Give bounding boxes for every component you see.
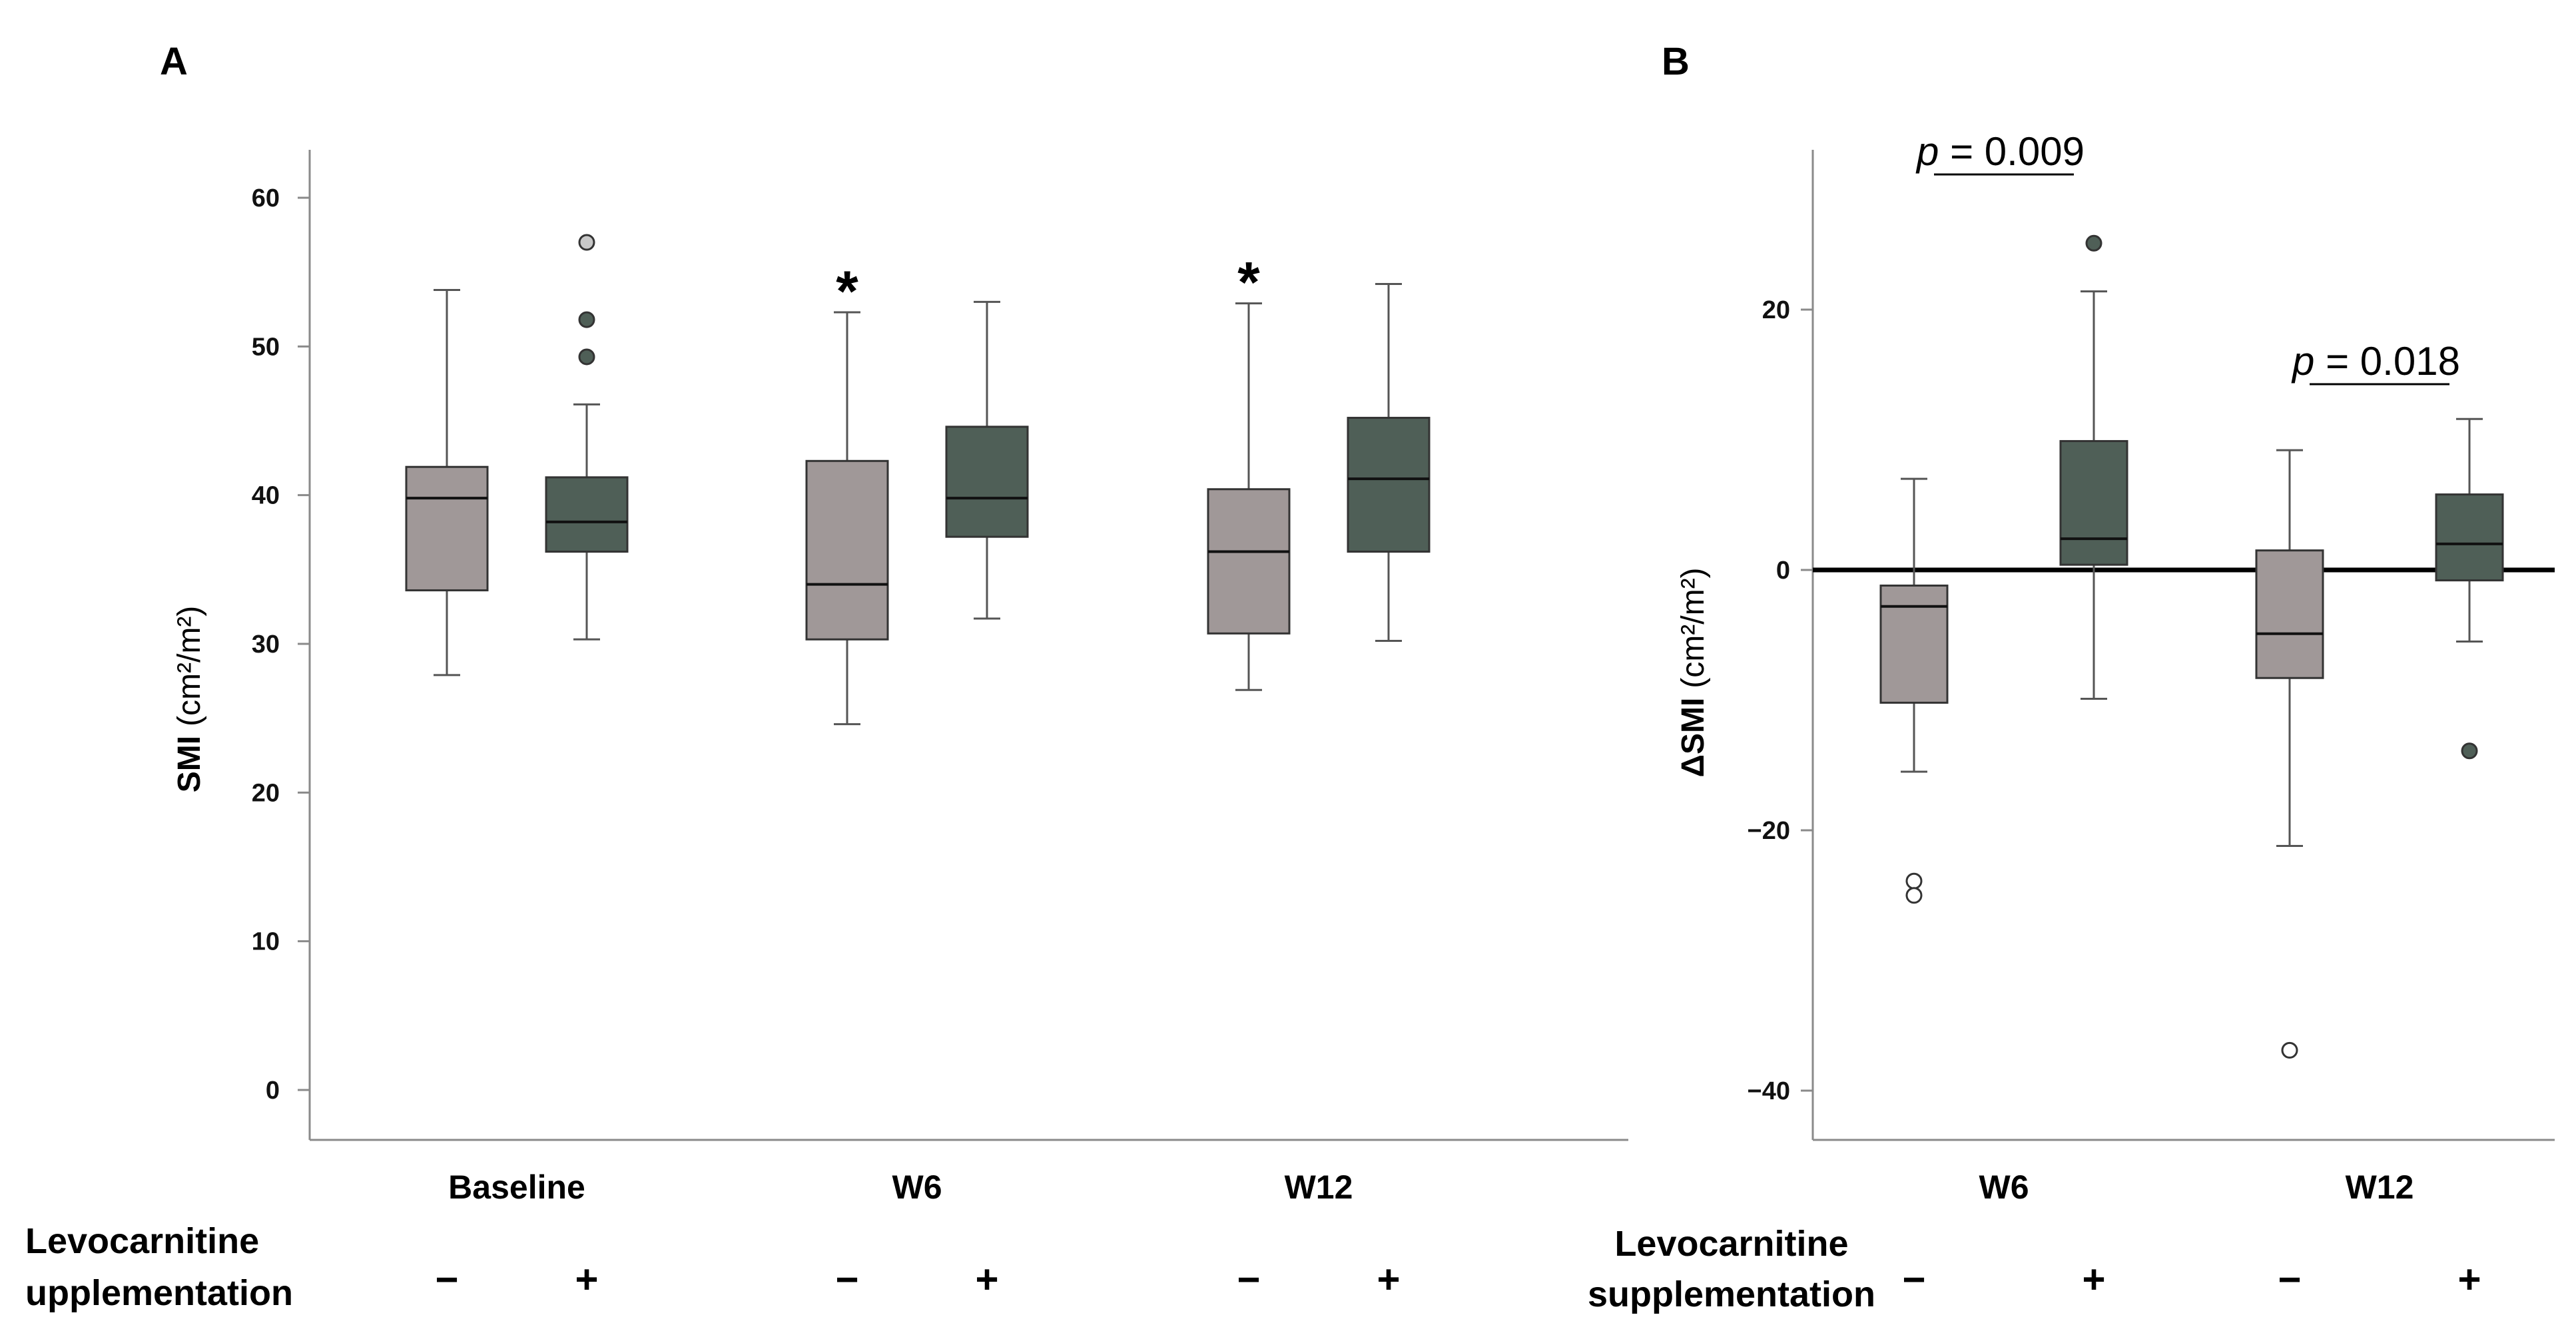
panel-a-category-label: W12 [1285,1169,1353,1206]
panel-b-box-w6-plus [2059,234,2128,700]
panel-a-box-w6-plus [945,300,1029,620]
panel-a-y-axis-label-unit: (cm²/m²) [172,606,207,726]
panel-b-outlier-point [1905,872,1923,890]
panel-a-y-axis-label-main: SMI [172,736,207,792]
panel-a-y-tick-label: 40 [252,482,280,510]
box-iqr [1879,584,1949,704]
panel-a-annotations: * * [836,251,1260,324]
panel-a-plus-sign: + [1377,1257,1400,1302]
panel-b-box-w12-minus [2255,449,2324,1059]
p-value: = 0.009 [1939,129,2085,174]
panel-a-row-label-line2: upplementation [25,1273,293,1313]
panel-b-plus-sign: + [2082,1257,2105,1302]
panel-a-plus-sign: + [575,1257,598,1302]
panel-b-label: B [1662,40,1690,83]
panel-b-group-signs: − + − + [1902,1257,2481,1302]
panel-a-boxes [405,234,1431,726]
box-iqr [545,476,629,553]
panel-a-group-signs: − + − + − + [435,1257,1400,1302]
panel-a-row-label-line1: Levocarnitine [25,1221,259,1261]
panel-a-significance-star: * [1237,251,1260,315]
panel-b-y-axis-label-unit: (cm²/m²) [1676,567,1711,688]
panel-a-category-label: W6 [892,1169,942,1206]
panel-b-y-axis-label-main: ΔSMI [1676,698,1711,778]
panel-a-box-baseline-minus [405,288,489,676]
panel-a-box-baseline-plus [545,234,629,641]
panel-b-y-tick-label: 20 [1762,296,1790,324]
panel-b-y-tick-label: −20 [1748,817,1790,845]
box-iqr [2255,549,2324,679]
panel-b-category-label: W12 [2346,1169,2414,1206]
p-symbol: p [2291,339,2314,384]
box-iqr [2059,439,2128,566]
panel-a-label: A [160,40,188,83]
panel-a-y-tick-label: 50 [252,333,280,361]
panel-a-minus-sign: − [1237,1257,1260,1302]
panel-a-box-w12-minus [1207,302,1291,691]
panel-b-row-label-line1: Levocarnitine [1614,1224,1848,1264]
p-symbol: p [1915,129,1939,174]
box-iqr [405,465,489,592]
panel-a-minus-sign: − [835,1257,858,1302]
panel-a-significance-star: * [836,260,858,324]
panel-b-boxes [1879,234,2504,1059]
panel-a-y-tick-label: 10 [252,928,280,956]
panel-a-y-axis-label: SMI (cm²/m²) [172,606,207,793]
panel-b-y-tick-label: −40 [1748,1077,1790,1105]
panel-b-category-label: W6 [1979,1169,2029,1206]
box-iqr [945,425,1029,538]
p-value: = 0.018 [2314,339,2460,384]
panel-b-outlier-point [2281,1041,2298,1059]
panel-b-outlier-point [2461,742,2478,760]
panel-a-category-labels: Baseline W6 W12 [448,1169,1353,1206]
panel-a-plus-sign: + [975,1257,998,1302]
panel-a-y-tick-label: 20 [252,779,280,807]
panel-b-row-label-line2: supplementation [1588,1274,1875,1314]
panel-a-box-w12-plus [1347,283,1431,643]
box-iqr [805,459,889,641]
panel-b-box-w6-minus [1879,477,1949,904]
panel-a-outlier-point [578,234,595,251]
panel-b-box-w12-plus [2435,417,2504,760]
box-iqr [1347,417,1431,553]
panel-a-y-tick-label: 0 [266,1077,280,1105]
panel-a-outlier-point [578,348,595,366]
panel-a-minus-sign: − [435,1257,458,1302]
panel-b-outlier-point [2085,234,2102,252]
panel-a-outlier-point [578,311,595,328]
panel-b-outlier-point [1905,887,1923,904]
panel-b-y-axis-label: ΔSMI (cm²/m²) [1676,567,1711,777]
panel-b-axes: −40 −20 0 20 [1748,150,2555,1141]
panel-b-p-value-label: p = 0.009 [1915,129,2085,174]
panel-a-category-label: Baseline [448,1169,585,1206]
panel-b-y-tick-label: 0 [1776,557,1790,585]
panel-b-p-value-label: p = 0.018 [2291,339,2460,384]
panel-a-y-tick-label: 60 [252,184,280,212]
panel-b-minus-sign: − [1902,1257,1925,1302]
panel-a-axes: 0 10 20 30 40 50 60 [252,150,1628,1141]
panel-b-category-labels: W6 W12 [1979,1169,2414,1206]
panel-b-minus-sign: − [2278,1257,2301,1302]
panel-a-box-w6-minus [805,311,889,726]
box-iqr [2435,493,2504,582]
panel-a-y-tick-label: 30 [252,631,280,659]
panel-b-plus-sign: + [2457,1257,2481,1302]
box-iqr [1207,488,1291,635]
